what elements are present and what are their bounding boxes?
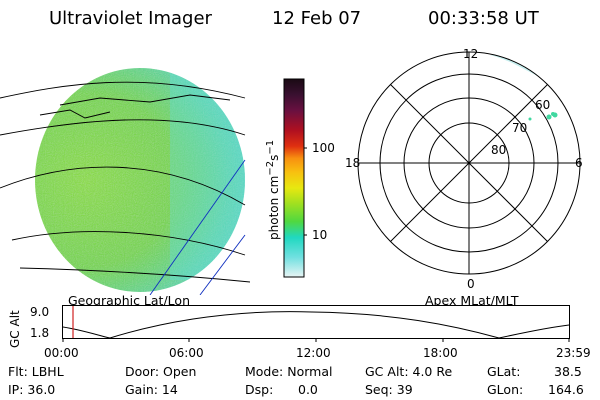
glat-label: GLat: [487, 364, 521, 379]
polar-aurora-patch [490, 55, 580, 100]
glon-label: GLon: [487, 382, 524, 397]
mode-info: Mode: Normal [245, 364, 333, 379]
timeline-x-0000: 00:00 [44, 346, 79, 360]
mlat-label-70: 70 [512, 121, 528, 135]
gc-alt-info: GC Alt: 4.0 Re [365, 364, 453, 379]
colorbar [283, 78, 307, 278]
colorbar-unit: photon cm−2s−1 [265, 139, 281, 240]
timeline-axis-label: GC Alt [8, 310, 22, 348]
earth-image [0, 68, 251, 295]
mlat-label-80: 80 [491, 143, 507, 157]
gain-info: Gain: 14 [125, 382, 178, 397]
ip-info: IP: 36.0 [8, 382, 56, 397]
glon-value: 164.6 [548, 382, 584, 397]
mlt-label-18: 18 [345, 156, 361, 170]
mag-grid-lines [149, 159, 246, 295]
mlt-label-0: 0 [467, 277, 475, 291]
dsp-value: 0.0 [298, 382, 318, 397]
disc-emission [35, 68, 245, 292]
timeline-x-1200: 12:00 [296, 346, 331, 360]
timeline-y-bottom: 1.8 [30, 326, 50, 340]
gc-alt-curve [62, 311, 570, 339]
mlat-label-60: 60 [535, 98, 551, 112]
mlt-label-12: 12 [463, 47, 479, 61]
apex-mlat-mlt-label: Apex MLat/MLT [425, 293, 519, 308]
instrument-title: Ultraviolet Imager [49, 8, 212, 29]
timeline-x-0600: 06:00 [169, 346, 204, 360]
timeline-y-top: 9.0 [30, 305, 50, 319]
time-label: 00:33:58 UT [428, 8, 539, 29]
colorbar-tick-10: 10 [312, 228, 328, 242]
geo-grid-lines [0, 81, 251, 283]
mlt-label-6: 6 [575, 156, 583, 170]
geo-lat-lon-label: Geographic Lat/Lon [68, 293, 190, 308]
polar-diagonal-2 [390, 84, 548, 242]
door-info: Door: Open [125, 364, 197, 379]
timeline-x-2359: 23:59 [556, 346, 591, 360]
polar-plot [357, 51, 581, 275]
seq-info: Seq: 39 [365, 382, 413, 397]
glat-value: 38.5 [554, 364, 582, 379]
filter-info: Flt: LBHL [8, 364, 64, 379]
polar-emission-dots [528, 112, 558, 121]
timeline-plot [62, 305, 570, 342]
timeline-x-1800: 18:00 [423, 346, 458, 360]
colorbar-tick-100: 100 [312, 141, 335, 155]
dsp-label: Dsp: [245, 382, 274, 397]
date-label: 12 Feb 07 [272, 8, 362, 29]
